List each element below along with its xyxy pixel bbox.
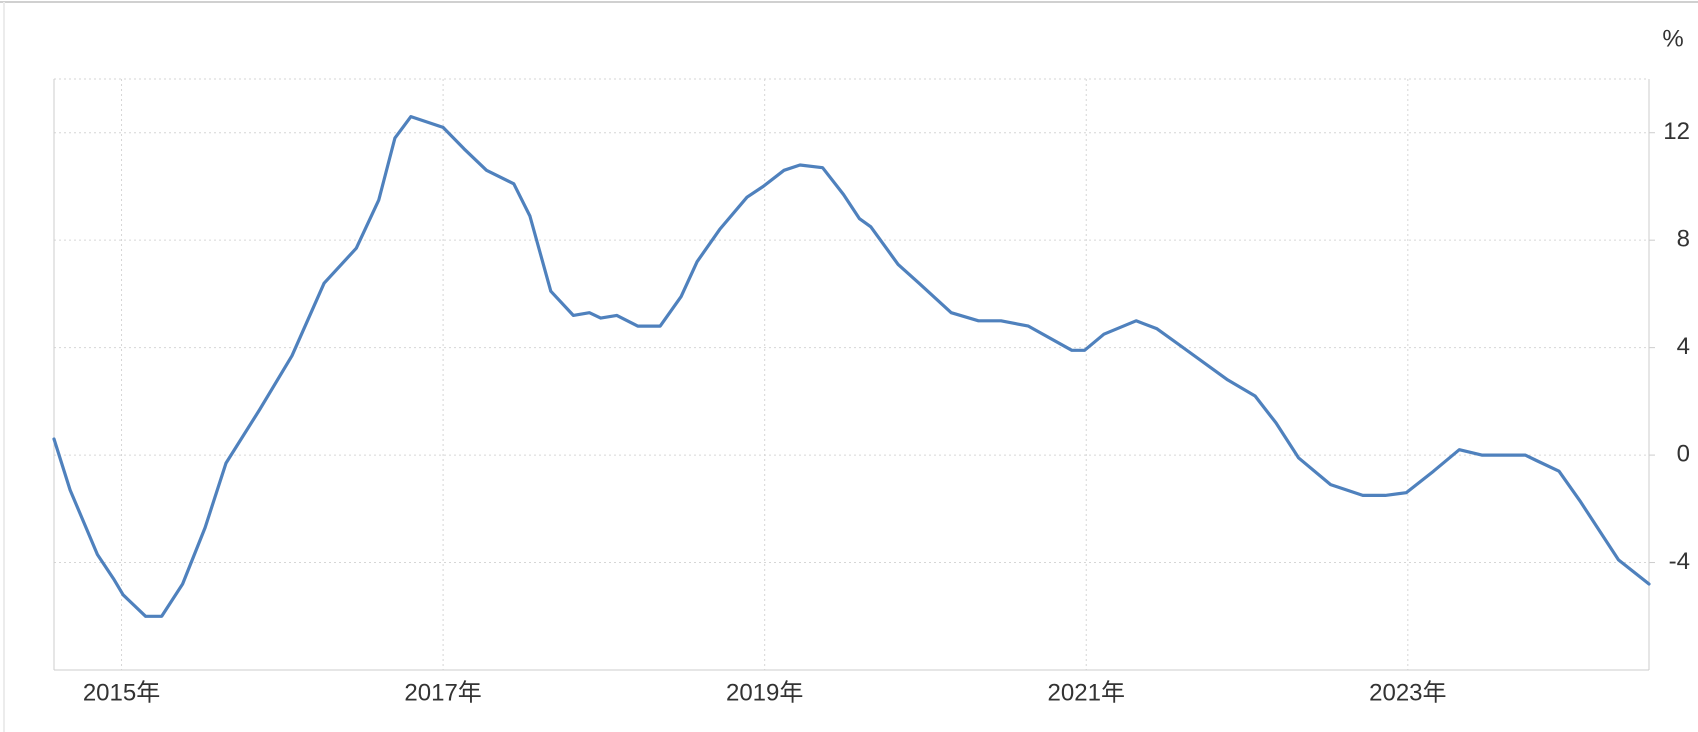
y-tick-label: 12 — [1663, 118, 1690, 145]
x-tick-label: 2017年 — [404, 679, 481, 706]
data-line — [52, 115, 1651, 618]
x-tick-label: 2015年 — [83, 679, 160, 706]
unit-label: % — [1662, 25, 1683, 52]
x-tick-label: 2023年 — [1369, 679, 1446, 706]
x-tick-label: 2019年 — [726, 679, 803, 706]
x-tick-label: 2021年 — [1048, 679, 1125, 706]
y-tick-label: 8 — [1677, 226, 1690, 253]
y-tick-label: 0 — [1677, 440, 1690, 467]
y-tick-label: 4 — [1677, 333, 1690, 360]
y-tick-label: -4 — [1669, 548, 1690, 575]
